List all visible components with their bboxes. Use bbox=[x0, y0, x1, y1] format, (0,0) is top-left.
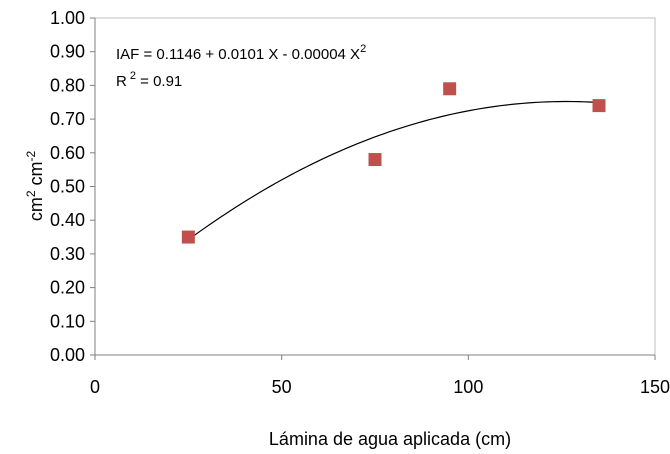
equation-main: IAF = 0.1146 + 0.0101 X - 0.00004 X bbox=[116, 46, 360, 63]
y-tick-label: 0.70 bbox=[50, 109, 85, 129]
r-squared-base: R bbox=[116, 73, 127, 90]
data-point bbox=[181, 230, 195, 244]
y-tick-label: 1.00 bbox=[50, 8, 85, 28]
y-axis-title-unit1: cm bbox=[26, 197, 46, 221]
data-point bbox=[443, 82, 457, 96]
r-squared-superscript: 2 bbox=[130, 70, 136, 82]
x-tick-label: 150 bbox=[640, 377, 670, 397]
equation-text: IAF = 0.1146 + 0.0101 X - 0.00004 X2 bbox=[116, 43, 366, 63]
data-points-group bbox=[181, 82, 606, 244]
y-axis-title-unit2: cm bbox=[26, 161, 46, 190]
trendline bbox=[187, 100, 600, 241]
y-tick-label: 0.80 bbox=[50, 75, 85, 95]
plot-area-border bbox=[94, 17, 656, 356]
y-tick-label: 0.30 bbox=[50, 244, 85, 264]
y-tick-label: 0.20 bbox=[50, 278, 85, 298]
x-ticks-group: 0 50 100 150 bbox=[90, 355, 670, 397]
y-tick-label: 0.40 bbox=[50, 210, 85, 230]
y-tick-label: 0.50 bbox=[50, 177, 85, 197]
y-tick-label: 0.00 bbox=[50, 345, 85, 365]
equation-superscript: 2 bbox=[360, 43, 366, 55]
x-tick-label: 100 bbox=[453, 377, 483, 397]
r-squared-value: = 0.91 bbox=[136, 73, 182, 90]
y-axis-title-exp2: -2 bbox=[24, 150, 38, 161]
x-axis-title: Lámina de agua aplicada (cm) bbox=[269, 429, 511, 449]
data-point bbox=[592, 99, 606, 113]
x-tick-label: 0 bbox=[90, 377, 100, 397]
y-tick-label: 0.60 bbox=[50, 143, 85, 163]
x-tick-label: 50 bbox=[272, 377, 292, 397]
trendline-group bbox=[187, 100, 600, 241]
data-point bbox=[368, 153, 382, 167]
y-tick-label: 0.10 bbox=[50, 311, 85, 331]
y-ticks-group: 0.00 0.10 0.20 0.30 0.40 0.50 0.60 0.70 0.80 0.90… bbox=[50, 8, 95, 365]
y-axis-title: cm2 cm-2 bbox=[24, 150, 46, 221]
y-tick-label: 0.90 bbox=[50, 42, 85, 62]
y-axis-title-exp1: 2 bbox=[24, 190, 38, 197]
